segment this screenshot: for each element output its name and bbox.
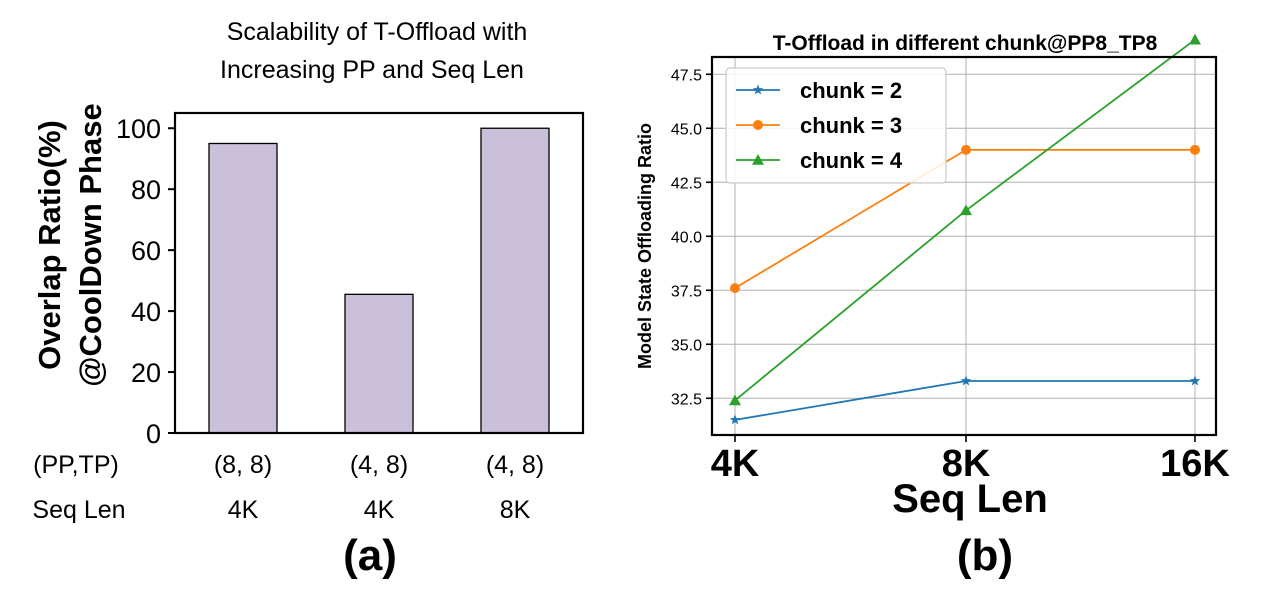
line-y-tick-label: 32.5: [671, 391, 702, 408]
circle-marker: [961, 144, 971, 155]
bar-x-label-pp-tp: (4, 8): [350, 451, 408, 479]
line-chart-ylabel: Model State Offloading Ratio: [635, 123, 655, 369]
line-chart-series: [729, 33, 1201, 425]
line-chart-frame: [710, 55, 1218, 437]
legend-label: chunk = 3: [800, 113, 902, 138]
star-marker: [729, 414, 741, 425]
bar-x-label-pp-tp: (4, 8): [486, 451, 544, 479]
row-label-seq-len: Seq Len: [32, 496, 125, 524]
bar-chart-y-axis: 0 20 40 60 80 100: [116, 114, 175, 449]
bar-y-tick-label: 100: [116, 114, 161, 144]
series-chunk-4: [729, 33, 1201, 406]
bar-chart-ylabel-line-2: @CoolDown Phase: [73, 103, 108, 386]
bar-chart-bars: [208, 127, 550, 434]
line-chart-panel: T-Offload in different chunk@PP8_TP8 Mod…: [635, 32, 1230, 580]
line-chart-y-axis: 32.5 35.0 37.5 40.0 42.5 45.0 47.5: [671, 67, 712, 408]
bar-x-label-seq-len: 8K: [500, 496, 531, 524]
legend-label: chunk = 4: [800, 148, 903, 173]
triangle-marker: [960, 204, 972, 216]
bar-x-label-seq-len: 4K: [364, 496, 395, 524]
circle-marker: [753, 120, 763, 130]
line-y-tick-label: 47.5: [671, 67, 702, 84]
bar-x-label-pp-tp: (8, 8): [214, 451, 272, 479]
star-marker: [752, 84, 764, 95]
triangle-marker: [729, 394, 741, 406]
series-chunk-2: [729, 375, 1201, 425]
line-chart-title: T-Offload in different chunk@PP8_TP8: [773, 32, 1158, 55]
triangle-marker: [752, 154, 764, 165]
row-label-pp-tp: (PP,TP): [33, 451, 119, 479]
line-y-tick-label: 45.0: [671, 121, 702, 138]
line-y-tick-label: 37.5: [671, 283, 702, 300]
line-x-tick-label: 8K: [942, 443, 991, 485]
legend: chunk = 2 chunk = 3 chunk = 4: [725, 67, 947, 184]
caption-a: (a): [343, 531, 397, 580]
circle-marker: [1190, 144, 1200, 155]
line-chart-xlabel: Seq Len: [892, 477, 1048, 521]
bar-chart-title-line-1: Scalability of T-Offload with: [227, 18, 528, 46]
line-x-tick-label: 4K: [711, 443, 760, 485]
bar-x-label-seq-len: 4K: [228, 496, 259, 524]
star-marker: [960, 375, 972, 386]
line-y-tick-label: 40.0: [671, 229, 702, 246]
bar: [344, 293, 414, 434]
circle-marker: [730, 283, 740, 294]
bar-chart-x-labels: (8, 8) 4K (4, 8) 4K (4, 8) 8K: [214, 451, 544, 524]
caption-b: (b): [957, 531, 1013, 580]
bar-y-tick-label: 40: [131, 297, 161, 327]
bar-y-tick-label: 20: [131, 358, 161, 388]
line-y-tick-label: 35.0: [671, 337, 702, 354]
bar-y-tick-label: 60: [131, 236, 161, 266]
series-line: [734, 380, 1195, 421]
bar-chart-panel: Scalability of T-Offload with Increasing…: [32, 18, 585, 580]
bar-y-tick-label: 80: [131, 175, 161, 205]
bar-chart-ylabel-line-1: Overlap Ratio(%): [32, 120, 67, 370]
triangle-marker: [1189, 33, 1201, 45]
bar: [480, 127, 550, 434]
series-chunk-3: [730, 144, 1200, 294]
bar-chart-frame: [173, 111, 585, 435]
legend-entries: chunk = 2 chunk = 3 chunk = 4: [736, 78, 903, 173]
bar-chart-title-line-2: Increasing PP and Seq Len: [220, 56, 524, 84]
bar: [208, 142, 278, 434]
line-y-tick-label: 42.5: [671, 175, 702, 192]
line-chart-x-axis: 4K 8K 16K: [711, 435, 1230, 485]
line-x-tick-label: 16K: [1160, 443, 1230, 485]
star-marker: [1189, 375, 1201, 386]
legend-box: [725, 67, 947, 184]
bar-y-tick-label: 0: [146, 419, 161, 449]
legend-label: chunk = 2: [800, 78, 902, 103]
